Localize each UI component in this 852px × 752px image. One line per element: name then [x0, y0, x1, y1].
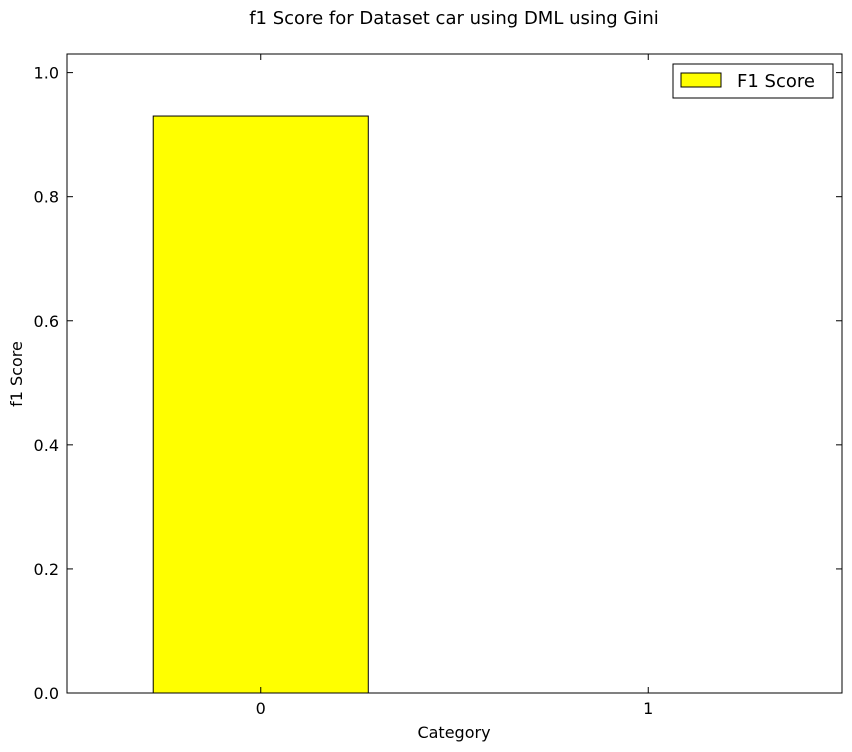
legend: F1 Score — [672, 63, 834, 99]
bars-layer — [152, 115, 369, 694]
y-tick-label-3: 0.6 — [34, 312, 59, 331]
y-tick-label-5: 1.0 — [34, 64, 59, 83]
x-tick-label-1: 1 — [643, 699, 653, 718]
y-tick-label-4: 0.8 — [34, 188, 59, 207]
x-tick-label-0: 0 — [256, 699, 266, 718]
x-axis-label: Category — [417, 723, 490, 742]
ticks-layer: 0 1 0.0 0.2 0.4 0.6 0.8 1.0 — [34, 54, 842, 718]
y-tick-label-2: 0.4 — [34, 436, 59, 455]
bar-0 — [152, 115, 369, 694]
legend-swatch — [680, 72, 722, 88]
y-tick-label-0: 0.0 — [34, 684, 59, 703]
y-tick-label-1: 0.2 — [34, 560, 59, 579]
chart-title: f1 Score for Dataset car using DML using… — [249, 8, 659, 29]
legend-label: F1 Score — [737, 71, 815, 92]
plot-frame — [66, 53, 843, 694]
y-axis-label: f1 Score — [7, 341, 26, 407]
